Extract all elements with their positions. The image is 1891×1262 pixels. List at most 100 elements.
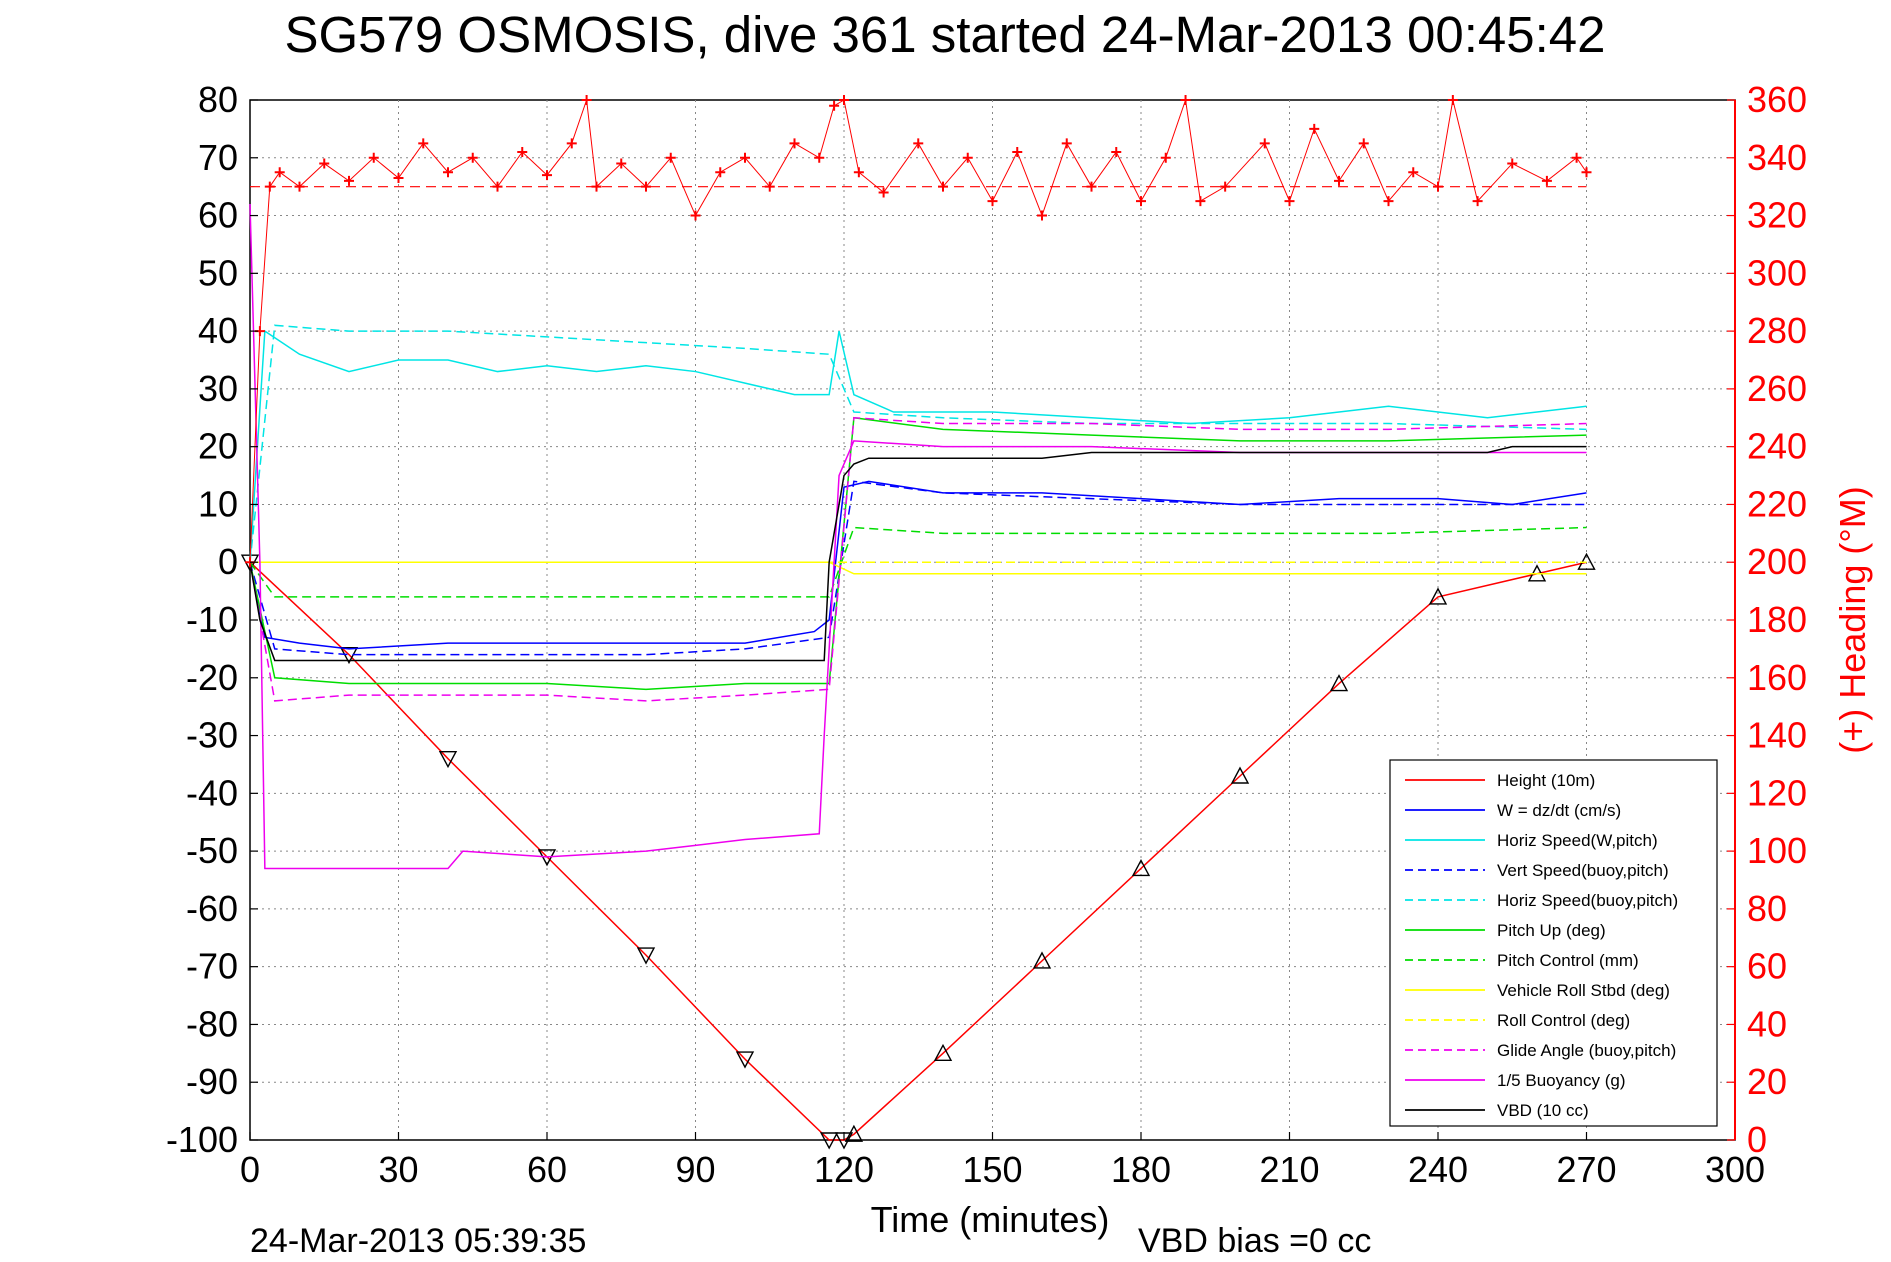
heading-point: [690, 210, 701, 221]
x-tick-label: 30: [378, 1149, 418, 1190]
right-axis-label: (+) Heading (°M): [1832, 486, 1873, 753]
chart-title: SG579 OSMOSIS, dive 361 started 24-Mar-2…: [284, 6, 1605, 63]
heading-markers: [245, 95, 1592, 568]
y-right-tick-label: 220: [1747, 483, 1807, 524]
heading-point: [1259, 138, 1270, 149]
y-right-tick-label: 120: [1747, 772, 1807, 813]
height-marker: [819, 1132, 839, 1150]
heading-point: [1571, 152, 1582, 163]
heading-point: [764, 181, 775, 192]
heading-point: [1012, 147, 1023, 157]
x-tick-label: 210: [1259, 1149, 1319, 1190]
heading-point: [1358, 138, 1369, 149]
heading-point: [814, 152, 825, 163]
y-left-tick-label: 70: [198, 137, 238, 178]
heading-point: [492, 181, 503, 192]
heading-point: [443, 167, 453, 178]
legend-label: Vert Speed(buoy,pitch): [1497, 861, 1669, 880]
heading-point: [1581, 167, 1592, 178]
y-left-tick-label: -10: [186, 599, 238, 640]
height-marker: [438, 750, 458, 769]
legend-label: 1/5 Buoyancy (g): [1497, 1071, 1626, 1090]
heading-point: [962, 152, 973, 163]
series-line-vbd-10-cc: [249, 445, 1587, 662]
height-marker: [636, 947, 656, 965]
series-line-w-dz-dt-cm-s: [249, 480, 1587, 650]
y-right-tick-label: 20: [1747, 1061, 1787, 1102]
heading-point: [1086, 181, 1097, 192]
heading-point: [1136, 196, 1146, 207]
x-tick-label: 270: [1556, 1149, 1616, 1190]
height-marker: [933, 1043, 953, 1062]
heading-point: [938, 181, 948, 192]
heading-point: [829, 100, 840, 111]
y-left-tick-label: -60: [186, 888, 238, 929]
footer-timestamp: 24-Mar-2013 05:39:35: [250, 1222, 586, 1260]
height-marker: [844, 1124, 864, 1142]
x-axis-label: Time (minutes): [871, 1199, 1110, 1240]
legend-label: Pitch Control (mm): [1497, 951, 1639, 970]
heading-point: [1220, 181, 1231, 192]
heading-point: [542, 170, 552, 181]
heading-point: [665, 152, 676, 163]
height-marker: [735, 1051, 755, 1069]
y-left-tick-label: 30: [198, 368, 238, 409]
y-left-tick-label: -90: [186, 1061, 238, 1102]
heading-point: [715, 167, 726, 178]
series-line-1-5-buoyancy-g: [249, 203, 1587, 870]
y-left-tick-label: 0: [218, 541, 238, 582]
height-marker: [1329, 674, 1349, 692]
heading-point: [274, 167, 285, 178]
heading-point: [1160, 152, 1171, 163]
heading-point: [294, 181, 305, 192]
heading-point: [264, 181, 275, 192]
legend-label: Vehicle Roll Stbd (deg): [1497, 981, 1670, 1000]
y-right-tick-label: 160: [1747, 657, 1807, 698]
legend-label: VBD (10 cc): [1497, 1101, 1589, 1120]
heading-point: [517, 147, 528, 157]
x-tick-label: 180: [1111, 1149, 1171, 1190]
y-right-tick-label: 140: [1747, 715, 1807, 756]
heading-point: [1507, 158, 1518, 169]
height-marker: [1230, 766, 1250, 784]
heading-point: [368, 152, 379, 163]
y-left-tick-label: 10: [198, 483, 238, 524]
tick-labels: 0 30 60 90 120 150 180 210 240 270 300807060504030…: [166, 79, 1807, 1190]
legend: Height (10m) W = dz/dt (cm/s) Horiz Speed(…: [1389, 759, 1718, 1127]
series-line-vert-speed-buoy-pitch: [249, 480, 1587, 656]
heading-point: [1195, 196, 1206, 207]
heading-point: [853, 167, 864, 178]
y-right-tick-label: 240: [1747, 426, 1807, 467]
height-marker: [1131, 858, 1151, 877]
series-line-pitch-control-mm: [249, 526, 1587, 598]
x-tick-label: 240: [1408, 1149, 1468, 1190]
legend-label: W = dz/dt (cm/s): [1497, 801, 1621, 820]
y-right-tick-label: 80: [1747, 888, 1787, 929]
y-right-tick-label: 60: [1747, 946, 1787, 987]
legend-box: [1389, 759, 1718, 1127]
x-tick-label: 60: [527, 1149, 567, 1190]
heading-point: [591, 181, 602, 192]
legend-label: Glide Angle (buoy,pitch): [1497, 1041, 1676, 1060]
heading-point: [641, 181, 651, 192]
heading-point: [913, 138, 924, 149]
legend-label: Horiz Speed(buoy,pitch): [1497, 891, 1678, 910]
heading-point: [581, 95, 592, 105]
heading-point: [467, 152, 478, 163]
heading-point: [789, 138, 800, 149]
heading-point: [1284, 196, 1295, 207]
heading-point: [1334, 175, 1344, 186]
heading-point: [566, 138, 577, 149]
y-right-tick-label: 100: [1747, 830, 1807, 871]
y-left-tick-label: 20: [198, 426, 238, 467]
series-line-horiz-speed-buoy-pitch: [249, 324, 1587, 563]
legend-label: Horiz Speed(W,pitch): [1497, 831, 1658, 850]
legend-label: Pitch Up (deg): [1497, 921, 1606, 940]
x-tick-label: 0: [240, 1149, 260, 1190]
height-marker: [1032, 951, 1052, 969]
y-left-tick-label: -100: [166, 1119, 238, 1160]
heading-point: [1383, 196, 1394, 207]
y-right-tick-label: 260: [1747, 368, 1807, 409]
y-left-tick-label: -50: [186, 830, 238, 871]
